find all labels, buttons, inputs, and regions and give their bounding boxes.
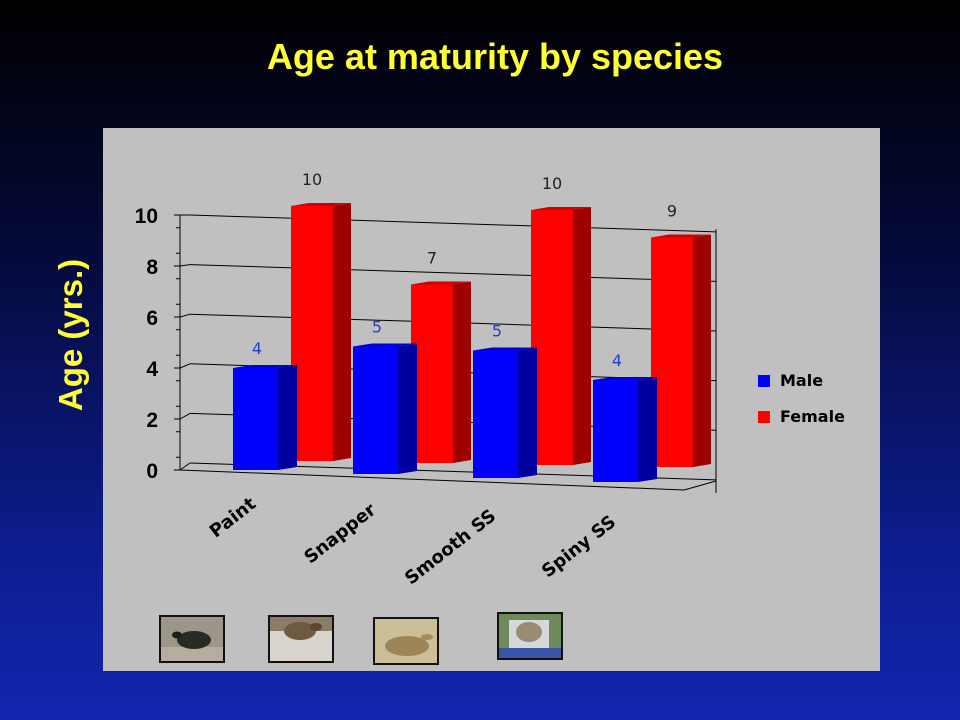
female-bar [291,206,333,461]
female-bar-side [453,281,471,463]
male-bar [473,350,518,478]
male-bar-top [593,377,657,380]
male-bar-side [398,343,417,474]
male-bar [353,346,398,474]
female-data-label: 10 [542,174,562,193]
male-bar-top [353,343,417,347]
female-bar-top [411,281,471,285]
male-data-label: 4 [612,351,622,370]
gridline-side [179,462,191,471]
male-bar [233,368,278,470]
bar-chart: 0 2 4 6 8 10 10 4 7 5 10 5 9 4 Paint Snapper Smooth SS S… [135,170,845,589]
x-axis-line [179,469,685,491]
x-category-label: Paint [206,493,261,542]
y-tick-label: 10 [135,205,158,228]
snapping-turtle-photo [268,615,334,663]
male-data-label: 5 [492,322,502,341]
y-tick-label: 8 [146,256,158,279]
gridline-side [179,313,191,318]
gridline-side [179,264,191,267]
y-tick-label: 0 [146,460,158,483]
legend-swatch [758,375,770,387]
gridline-side [179,412,191,420]
x-category-label: Spiny SS [538,511,620,582]
legend-label: Male [780,371,823,390]
gridline-side [179,363,191,369]
female-bar-side [573,207,591,465]
female-bar-top [291,203,351,206]
gridline [189,264,717,282]
female-data-label: 7 [427,249,437,268]
female-bar-side [333,203,351,461]
floor-edge [683,480,717,491]
y-tick-label: 6 [146,307,158,330]
slide-title: Age at maturity by species [266,36,724,77]
male-data-label: 4 [252,339,262,358]
male-bar-side [518,347,537,478]
male-bar-side [278,365,297,470]
spiny-softshell-photo [497,612,563,660]
female-bar [651,237,693,467]
male-bar-side [638,377,657,482]
chart-panel: 0 2 4 6 8 10 10 4 7 5 10 5 9 4 Paint Snapper Smooth SS S… [103,128,880,671]
gridline [189,214,717,233]
legend-label: Female [780,407,845,426]
y-tick-label: 2 [146,409,158,432]
y-tick-label: 4 [146,358,158,381]
y-axis-title-text: Age (yrs.) [52,258,89,412]
x-category-label: Smooth SS [401,505,500,589]
male-data-label: 5 [372,318,382,337]
x-category-label: Snapper [300,499,380,568]
painted-turtle-photo [159,615,225,663]
female-bar-side [693,234,711,467]
female-bar-top [651,234,711,238]
legend-swatch [758,411,770,423]
smooth-softshell-photo [373,617,439,665]
female-data-label: 9 [667,202,677,221]
male-bar-top [473,347,537,351]
female-bar [531,210,573,465]
male-bar-top [233,365,297,368]
female-bar [411,284,453,463]
male-bar [593,380,638,482]
female-data-label: 10 [302,170,322,189]
female-bar-top [531,207,591,210]
